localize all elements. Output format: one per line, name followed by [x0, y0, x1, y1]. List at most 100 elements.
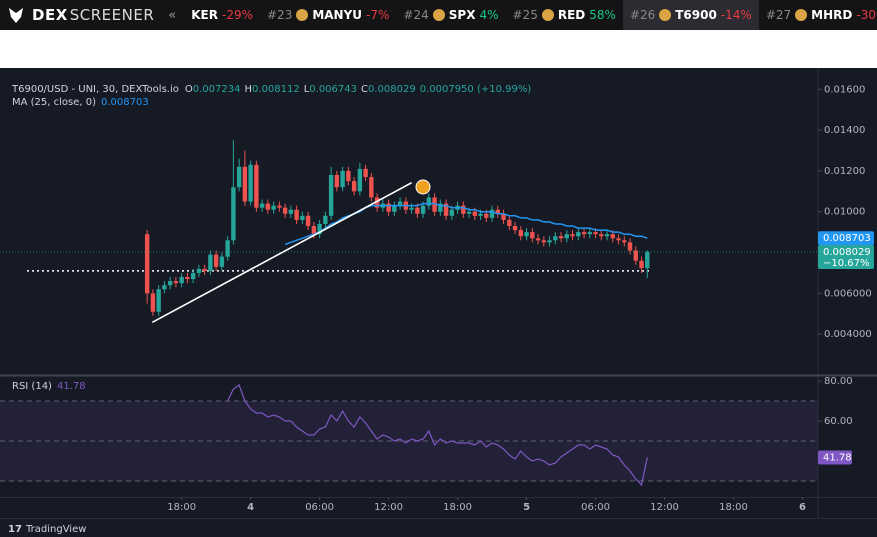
candle-body — [219, 256, 225, 267]
candle-body — [461, 205, 466, 214]
ma-price-label: 0.008703 — [823, 233, 871, 244]
candle-body — [162, 285, 167, 290]
candle-body — [173, 281, 179, 284]
ma-value: 0.008703 — [101, 97, 149, 108]
x-tick-label: 18:00 — [443, 502, 472, 513]
candle-body — [254, 164, 259, 208]
y-tick-label: 0.01200 — [824, 166, 865, 177]
candle-body — [242, 166, 248, 202]
candle-body — [397, 201, 403, 206]
candle-body — [443, 203, 449, 216]
ticker-symbol: MHRD — [811, 8, 853, 22]
candle-body — [288, 209, 294, 214]
candle-body — [438, 203, 443, 212]
logo-icon — [9, 8, 23, 23]
ticker-symbol: SPX — [448, 8, 476, 22]
candle-body — [190, 272, 196, 280]
ohlc-value: 0.006743 — [309, 84, 357, 95]
candle-body — [248, 164, 253, 202]
candle-body — [478, 213, 483, 216]
x-tick-label: 12:00 — [650, 502, 679, 513]
ma-label: MA (25, close, 0) — [12, 97, 96, 108]
candle-body — [156, 289, 161, 312]
candle-body — [593, 232, 598, 235]
ticker-icon — [541, 9, 554, 21]
chevron[interactable]: « — [168, 7, 177, 23]
chart-bg — [0, 68, 877, 537]
ticker[interactable]: #25 RED 58% — [506, 0, 623, 30]
change-pct-label: −10.67% — [823, 258, 870, 269]
candle-body — [167, 281, 173, 286]
ticker[interactable]: #24 SPX 4% — [396, 0, 505, 30]
event-icon[interactable] — [415, 179, 431, 195]
candle-body — [518, 230, 524, 237]
candle-body — [265, 203, 271, 210]
x-tick-label: 12:00 — [374, 502, 403, 513]
ticker[interactable]: #26 T6900 -14% — [622, 0, 759, 30]
ticker-change: -29% — [221, 8, 253, 22]
ohlc-label: L — [304, 84, 310, 95]
gap — [0, 30, 877, 68]
candle-body — [501, 213, 506, 220]
ticker[interactable]: KER -29% — [184, 0, 260, 30]
ohlc-value: 0.008029 — [368, 84, 416, 95]
x-tick-label: 6 — [799, 502, 806, 513]
candle-body — [616, 238, 621, 241]
candle-body — [530, 232, 535, 239]
candle-body — [420, 205, 426, 214]
ticker-change: -7% — [366, 8, 390, 22]
rsi-price-label: 41.78 — [823, 452, 852, 463]
candle-body — [472, 211, 478, 216]
rsi-label: RSI (14) — [12, 381, 52, 392]
last-price-box — [818, 244, 874, 269]
ticker[interactable]: #27 MHRD-30% — [759, 0, 877, 30]
ticker-symbol: KER — [191, 8, 218, 22]
footer-text: TradingView — [25, 524, 86, 535]
candle-body — [386, 203, 391, 212]
candle-body — [150, 293, 156, 312]
candle-body — [208, 254, 213, 271]
candle-body — [622, 240, 627, 243]
candle-body — [610, 234, 615, 239]
candle-body — [587, 232, 592, 235]
trendline — [151, 182, 412, 324]
ticker-icon — [432, 9, 445, 21]
candle-body — [633, 250, 638, 261]
y-tick-label: 0.01600 — [824, 84, 865, 95]
ticker-rank: #27 — [765, 8, 792, 22]
ticker[interactable]: #23 MANYU -7% — [260, 0, 396, 30]
candle-body — [599, 234, 604, 237]
candle-body — [558, 236, 564, 239]
candle-body — [639, 260, 644, 269]
logo[interactable]: DEX SCREENER — [0, 5, 162, 25]
ticker-icon — [795, 9, 808, 21]
candle-body — [369, 177, 374, 198]
candle-body — [535, 238, 541, 241]
candle-body — [604, 234, 610, 237]
ticker-change: 58% — [589, 8, 616, 22]
footer-logo: 17 — [8, 524, 22, 535]
y-tick-label: 80.00 — [824, 376, 853, 387]
candle-body — [564, 234, 569, 239]
x-tick-label: 18:00 — [719, 502, 748, 513]
candle-body — [179, 277, 184, 284]
candle-body — [489, 209, 495, 218]
rsi-line — [227, 384, 648, 487]
ticker-symbol: T6900 — [675, 8, 717, 22]
legend: T6900/USD - UNI, 30, DEXTools.io O0.00723… — [11, 84, 531, 95]
ticker-rank: #25 — [512, 8, 538, 22]
y-tick-label: 0.01400 — [824, 125, 865, 136]
change-value: 0.0007950 (+10.99%) — [420, 84, 532, 95]
ohlc-value: 0.007234 — [193, 84, 241, 95]
candle-body — [466, 211, 472, 214]
candle-body — [144, 234, 150, 294]
candle-body — [570, 234, 575, 237]
candle-body — [236, 166, 242, 188]
candle-body — [271, 205, 276, 210]
ticker-change: 4% — [479, 8, 499, 22]
y-tick-label: 0.004000 — [824, 329, 872, 340]
ticker-icon — [296, 9, 309, 21]
candle-body — [426, 197, 432, 206]
ohlc-label: H — [244, 84, 252, 95]
